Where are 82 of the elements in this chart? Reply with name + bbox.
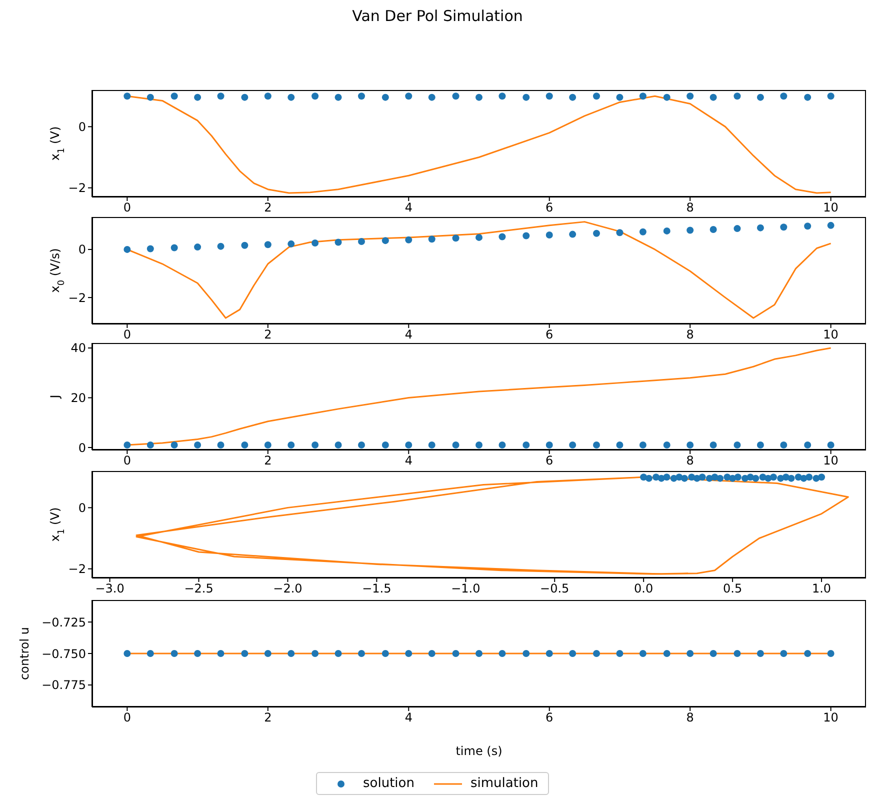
x-tick-label: 8 — [686, 200, 694, 215]
y-axis-title: J — [48, 394, 62, 400]
chart-title: Van Der Pol Simulation — [351, 7, 524, 25]
x-tick-label: 0 — [123, 710, 131, 725]
x-axis-title: time (s) — [456, 744, 502, 758]
point — [686, 226, 694, 234]
point — [663, 227, 670, 234]
point — [827, 222, 834, 229]
y-tick-label: −2 — [68, 562, 86, 576]
x-tick-label: −3.0 — [95, 582, 124, 596]
x-tick-label: 6 — [546, 328, 554, 342]
y-tick-label: −0.750 — [42, 646, 86, 661]
x-tick-label: 2 — [264, 710, 272, 725]
x-tick-label: 0 — [123, 328, 131, 342]
x-tick-label: 2 — [264, 454, 272, 468]
x-tick-label: 2 — [264, 328, 272, 342]
point — [498, 233, 506, 240]
point — [405, 236, 412, 244]
legend-label: solution — [363, 776, 414, 791]
x-tick-label: 6 — [546, 200, 554, 215]
point — [476, 234, 482, 241]
point — [639, 228, 646, 236]
point — [593, 230, 600, 237]
point — [734, 225, 741, 232]
point — [710, 226, 717, 234]
x-tick-label: 10 — [823, 454, 838, 468]
point — [334, 238, 342, 246]
y-tick-label: 0 — [78, 120, 86, 134]
point — [124, 246, 131, 253]
x-tick-label: 6 — [546, 710, 554, 725]
x-tick-label: −0.5 — [540, 582, 570, 596]
point — [217, 242, 224, 250]
y-tick-label: 0 — [78, 500, 86, 515]
point — [146, 245, 154, 252]
y-axis-title: control u — [17, 626, 32, 680]
x-tick-label: −1.5 — [362, 582, 392, 596]
x-tick-label: 0.5 — [723, 582, 742, 596]
x-tick-label: 10 — [823, 710, 838, 725]
point — [569, 230, 576, 238]
x-tick-label: 0 — [123, 454, 131, 468]
legend-label: simulation — [470, 776, 538, 791]
x-tick-label: 10 — [823, 200, 838, 215]
point — [780, 224, 788, 231]
y-tick-label: 0 — [78, 242, 86, 257]
point — [288, 240, 295, 248]
point — [241, 242, 248, 249]
x-tick-label: 8 — [686, 454, 694, 468]
y-tick-label: −0.725 — [42, 615, 86, 630]
x-tick-label: 4 — [404, 454, 412, 468]
point — [382, 237, 389, 244]
point — [358, 238, 365, 246]
x-tick-label: 1.0 — [812, 582, 832, 596]
x-tick-label: −1.0 — [451, 582, 480, 596]
y-tick-label: 20 — [70, 391, 86, 406]
x-tick-label: 4 — [404, 200, 412, 215]
point — [428, 236, 436, 243]
y-tick-label: −0.775 — [42, 678, 86, 692]
point — [312, 239, 319, 246]
x-tick-label: 0.0 — [634, 582, 654, 596]
x-tick-label: 4 — [404, 328, 412, 342]
point — [452, 234, 460, 242]
x-tick-label: 2 — [264, 200, 272, 215]
point — [804, 222, 812, 230]
point — [616, 229, 624, 236]
point — [756, 224, 764, 232]
y-tick-label: 0 — [78, 440, 86, 455]
y-tick-label: −2 — [68, 181, 86, 196]
x-tick-label: 6 — [546, 454, 554, 468]
point — [546, 232, 553, 239]
x-tick-label: −2.5 — [184, 582, 214, 596]
y-tick-label: 40 — [70, 341, 86, 356]
x-tick-label: −2.0 — [273, 582, 302, 596]
point — [194, 244, 202, 251]
x-tick-label: 0 — [123, 200, 131, 215]
x-tick-label: 8 — [686, 328, 694, 342]
x-tick-label: 10 — [823, 328, 838, 342]
x-tick-label: 4 — [404, 710, 412, 725]
point — [522, 232, 530, 240]
y-tick-label: −2 — [68, 290, 86, 305]
x-tick-label: 8 — [686, 710, 694, 725]
point — [170, 244, 178, 252]
point — [264, 241, 272, 248]
